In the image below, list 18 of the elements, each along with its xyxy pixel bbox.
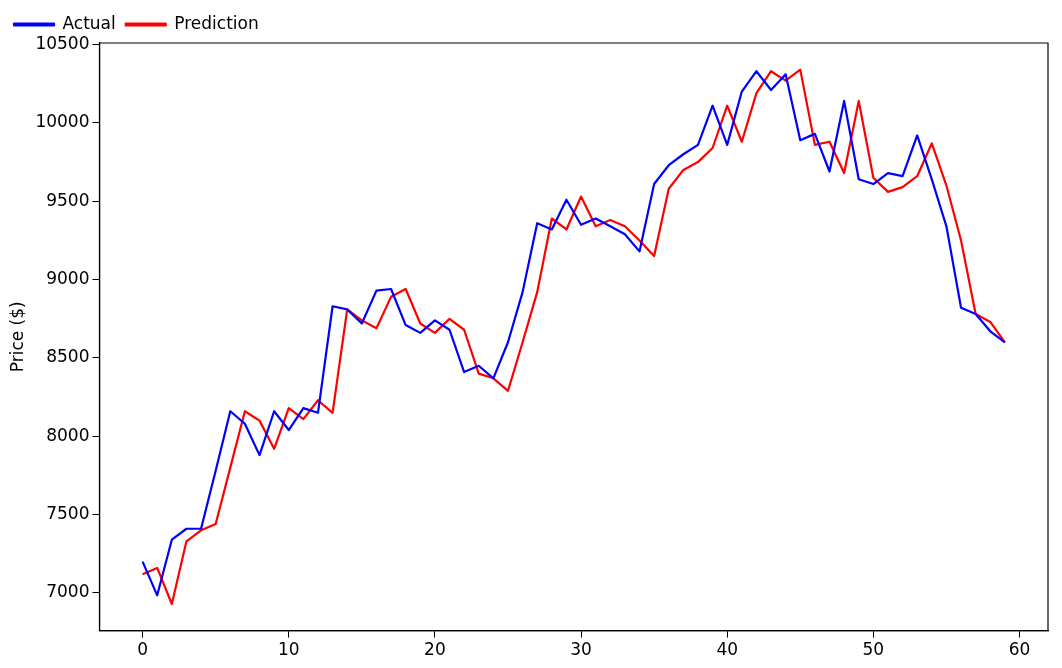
- legend-label: Actual: [62, 12, 116, 33]
- x-tick-label: 40: [716, 639, 739, 660]
- y-tick-label: 8500: [46, 346, 90, 367]
- y-tick-label: 7000: [46, 581, 90, 602]
- y-tick-label: 9500: [46, 189, 90, 210]
- x-tick-label: 10: [277, 639, 300, 660]
- x-tick-label: 20: [424, 639, 446, 660]
- y-tick-label: 10000: [35, 111, 90, 132]
- x-tick-label: 30: [570, 639, 592, 660]
- x-tick-label: 60: [1008, 639, 1031, 660]
- x-tick-label: 0: [137, 639, 149, 660]
- x-tick-label: 50: [862, 639, 885, 660]
- y-tick-label: 7500: [46, 503, 90, 524]
- y-tick-label: 9000: [46, 268, 90, 289]
- y-tick-label: 8000: [46, 424, 90, 445]
- y-axis-title: Price ($): [6, 301, 27, 373]
- legend-label: Prediction: [174, 12, 259, 33]
- y-tick-label: 10500: [35, 32, 90, 53]
